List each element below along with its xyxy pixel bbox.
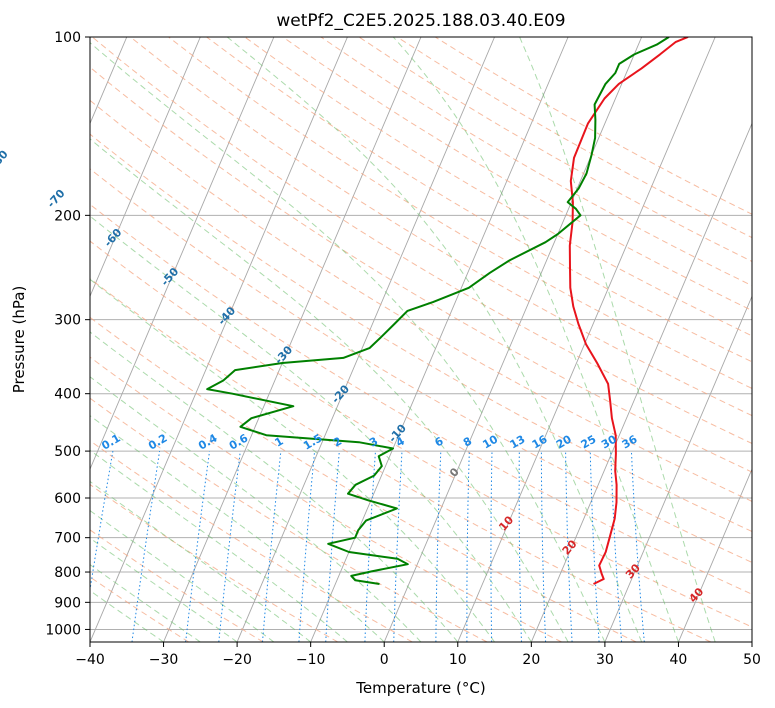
isotherm-line: [90, 37, 201, 298]
x-tick-label: 50: [743, 652, 761, 668]
x-tick-label: −20: [222, 652, 252, 668]
isotherm-line: [163, 37, 422, 642]
moist-adiabat-line: [90, 138, 569, 642]
moist-adiabat-line: [90, 331, 459, 642]
dry-adiabat-line: [90, 529, 264, 642]
y-tick-label: 100: [54, 30, 81, 46]
x-tick-label: 10: [449, 652, 467, 668]
dry-adiabat-line: [168, 37, 752, 389]
x-tick-label: 0: [380, 652, 389, 668]
pressure-gridlines: [90, 36, 752, 630]
sounding-series: [206, 37, 689, 585]
x-axis-ticks: −40 −30 −20 −10 0 10 20 30 40 50: [75, 642, 761, 668]
mixing-ratio-line: [262, 451, 282, 642]
temperature-profile-line: [568, 37, 689, 585]
moist-adiabat-line: [90, 415, 385, 642]
y-axis-ticks: 100 200 300 400 500 600 700 800 900 1000: [45, 30, 90, 638]
x-tick-label: −40: [75, 652, 105, 668]
y-tick-label: 600: [54, 491, 81, 507]
moist-adiabat-line: [90, 215, 532, 642]
dry-adiabat-line: [90, 240, 752, 628]
dry-adiabat-line: [90, 133, 752, 533]
y-axis-title: Pressure (hPa): [10, 286, 28, 394]
isotherm-line: [383, 37, 643, 642]
moist-adiabat-line: [90, 480, 311, 642]
dry-adiabat-line: [90, 278, 712, 642]
dry-adiabat-line: [90, 99, 752, 502]
mixing-ratio-line: [131, 451, 161, 642]
y-tick-label: 500: [54, 444, 81, 460]
moist-adiabat-line: [519, 37, 716, 642]
dry-adiabat-line: [320, 37, 752, 287]
mixing-ratio-line: [90, 451, 114, 593]
x-tick-label: 20: [522, 652, 540, 668]
isotherm-line: [457, 37, 716, 642]
dry-adiabat-line: [90, 203, 752, 595]
x-axis-title: Temperature (°C): [355, 679, 485, 697]
isotherm-line: [90, 37, 275, 471]
x-tick-label: 30: [596, 652, 614, 668]
isotherm-line: [604, 295, 752, 642]
moist-adiabat-line: [90, 509, 275, 642]
dry-adiabat-line: [90, 168, 752, 563]
dry-adiabat-line: [90, 483, 339, 642]
isotherm-line: [236, 37, 495, 642]
chart-title: wetPf2_C2E5.2025.188.03.40.E09: [276, 11, 565, 31]
thermodynamic-background-lines: [90, 37, 752, 642]
dry-adiabat-line: [130, 37, 752, 417]
moist-adiabat-line: [90, 564, 201, 642]
dewpoint-profile-line: [206, 37, 670, 585]
moist-adiabat-line: [90, 42, 606, 642]
y-tick-label: 300: [54, 313, 81, 329]
x-tick-label: 40: [670, 652, 688, 668]
mixing-ratio-line: [298, 451, 316, 642]
moist-adiabat-line: [90, 278, 495, 642]
y-tick-label: 700: [54, 531, 81, 547]
plot-frame: [89, 36, 753, 643]
isotherm-label: -80: [0, 148, 11, 172]
x-tick-label: −30: [149, 652, 179, 668]
dry-adiabat-line: [90, 356, 562, 642]
mixing-ratio-line: [218, 451, 241, 642]
isotherm-line: [678, 467, 752, 642]
moist-adiabat-line: [392, 37, 679, 642]
y-tick-label: 800: [54, 565, 81, 581]
isotherm-line: [530, 122, 752, 642]
y-tick-label: 200: [54, 208, 81, 224]
y-tick-label: 1000: [45, 622, 81, 638]
dry-adiabat-line: [282, 37, 752, 312]
y-tick-label: 900: [54, 595, 81, 611]
moist-adiabat-line: [226, 37, 643, 642]
x-tick-label: −10: [296, 652, 326, 668]
moist-adiabat-line: [90, 537, 238, 642]
mixing-ratio-line: [185, 451, 210, 642]
moist-adiabat-line: [90, 589, 164, 642]
y-tick-label: 400: [54, 387, 81, 403]
dry-adiabat-line: [90, 316, 637, 642]
